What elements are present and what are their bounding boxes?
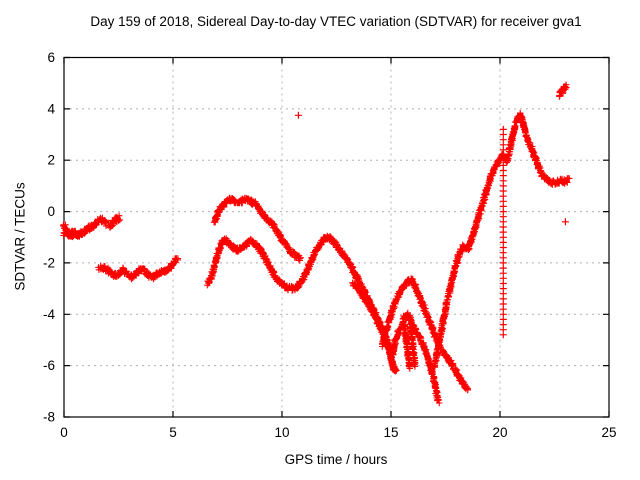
scatter-spike-1: [400, 321, 413, 372]
grid-lines: [64, 57, 609, 417]
scatter-spike-2: [406, 320, 419, 370]
vertical-plus-column: [499, 125, 507, 339]
y-tick-label: 6: [47, 50, 55, 65]
scatter-arc-parallel-descent: [349, 279, 400, 375]
x-axis-label: GPS time / hours: [284, 452, 388, 467]
y-axis-label: SDTVAR / TECUs: [12, 182, 28, 291]
scatter-arc-early-upper-blob: [60, 227, 86, 240]
axis-ticks: [63, 56, 610, 418]
x-tick-label: 15: [383, 425, 398, 440]
scatter-arc-mid-upper: [210, 194, 304, 264]
x-tick-label: 25: [601, 425, 616, 440]
scatter-arc-early-lower: [95, 255, 182, 283]
scatter-cluster-top-right: [556, 81, 570, 100]
y-tick-label: 2: [47, 153, 55, 168]
x-tick-label: 0: [60, 425, 68, 440]
y-tick-label: -6: [43, 358, 55, 373]
scatter-arc-evening-riser: [431, 109, 573, 371]
y-tick-label: -8: [43, 410, 55, 425]
x-tick-label: 10: [274, 425, 289, 440]
y-tick-label: 4: [47, 101, 55, 116]
isolated-points: [294, 111, 569, 226]
y-tick-label: -2: [43, 255, 55, 270]
x-tick-label: 5: [169, 425, 177, 440]
scatter-arc-lambda-peak: [379, 275, 471, 394]
plot-border: [63, 56, 610, 418]
chart-title: Day 159 of 2018, Sidereal Day-to-day VTE…: [90, 14, 582, 29]
y-tick-label: -4: [43, 307, 55, 322]
y-tick-label: 0: [47, 204, 55, 219]
x-tick-label: 20: [492, 425, 507, 440]
